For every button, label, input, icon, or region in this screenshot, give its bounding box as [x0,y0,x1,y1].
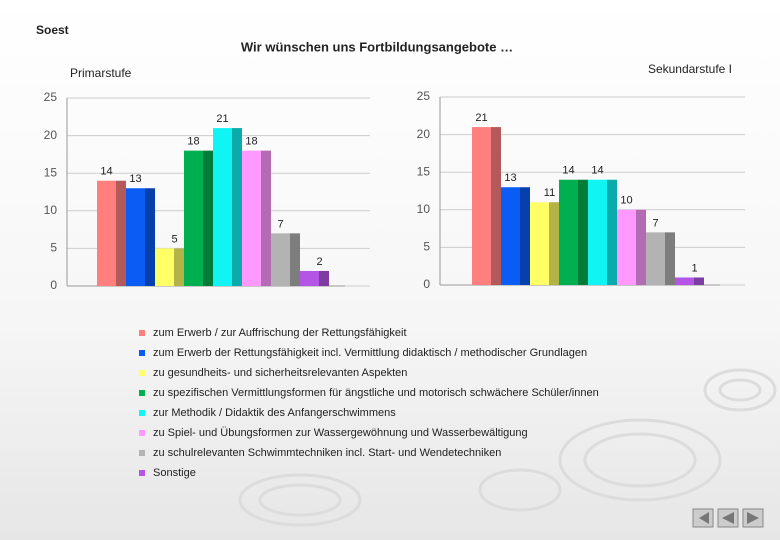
data-label: 7 [277,218,283,230]
bar-side [694,277,704,285]
bar [97,180,116,286]
y-tick-label: 15 [44,165,58,179]
legend-swatch [139,390,145,396]
bar [675,277,694,285]
data-label: 13 [129,173,141,185]
bar-side [203,150,213,286]
bar-side [520,187,530,285]
bar-side [145,188,155,286]
bar [501,187,520,285]
bar [213,128,232,286]
bar [617,209,636,285]
data-label: 14 [562,165,574,177]
legend-label: Sonstige [153,467,196,479]
bar-side [636,209,646,285]
bar-side [549,202,559,285]
slide-title: Wir wünschen uns Fortbildungsangebote … [241,39,513,54]
y-tick-label: 20 [44,128,58,142]
legend-swatch [139,470,145,476]
y-tick-label: 10 [417,202,431,216]
bar-side [665,232,675,285]
legend-swatch [139,430,145,436]
bar [155,248,174,286]
bar-side [319,270,329,286]
bar [242,150,261,286]
y-tick-label: 25 [44,90,58,104]
y-tick-label: 5 [423,240,430,254]
y-tick-label: 10 [44,203,58,217]
y-tick-label: 0 [50,278,57,292]
bar-side [578,179,588,285]
legend-swatch [139,450,145,456]
data-label: 10 [620,195,632,207]
bar [472,127,491,285]
ripples [238,368,777,527]
nav-icon [722,512,734,524]
bar [271,233,290,286]
legend-label: zu gesundheits- und sicherheitsrelevante… [153,367,407,379]
legend-label: zu spezifischen Vermittlungsformen für ä… [153,387,599,399]
legend-label: zum Erwerb der Rettungsfähigkeit incl. V… [153,347,587,359]
data-label: 14 [100,166,112,178]
data-label: 14 [591,165,603,177]
chart-title: Sekundarstufe I [648,62,732,76]
y-tick-label: 20 [417,127,431,141]
data-label: 18 [187,136,199,148]
legend-swatch [139,330,145,336]
y-tick-label: 15 [417,164,431,178]
bar-side [607,179,617,285]
bar-side [261,150,271,286]
bar [588,179,607,285]
bar [184,150,203,286]
data-label: 21 [216,113,228,125]
legend-swatch [139,350,145,356]
legend-label: zum Erwerb / zur Auffrischung der Rettun… [153,327,407,339]
legend-label: zu Spiel- und Übungsformen zur Wassergew… [153,427,528,439]
data-label: 11 [544,187,555,199]
y-tick-label: 0 [423,277,430,291]
header: Soest [36,23,69,37]
chart-title: Primarstufe [70,66,132,80]
nav-icon [747,512,759,524]
nav[interactable] [692,508,764,528]
bar-side [491,127,501,285]
bar [646,232,665,285]
legend-swatch [139,410,145,416]
bar-side [290,233,300,286]
legend-label: zur Methodik / Didaktik des Anfangerschw… [153,407,396,419]
bar [300,270,319,286]
legend-label: zu schulrelevanten Schwimmtechniken incl… [153,447,501,459]
y-tick-label: 5 [50,241,57,255]
data-label: 2 [316,256,322,268]
data-label: 18 [245,136,257,148]
nav-icon [699,512,709,524]
y-tick-label: 25 [417,89,431,103]
data-label: 21 [475,112,487,124]
data-label: 13 [504,172,516,184]
data-label: 1 [691,262,697,274]
bar [530,202,549,285]
data-label: 5 [171,233,177,245]
data-label: 7 [652,217,658,229]
bar-side [116,180,126,286]
bar [126,188,145,286]
bar-side [174,248,184,286]
bar-side [232,128,242,286]
legend-swatch [139,370,145,376]
bar [559,179,578,285]
